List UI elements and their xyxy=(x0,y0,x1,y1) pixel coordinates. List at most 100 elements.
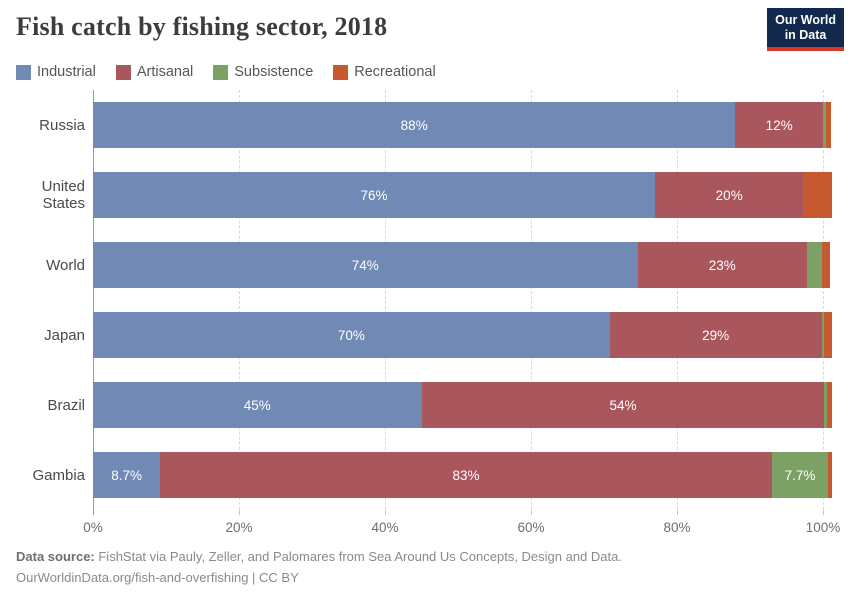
bar-rows: Russia 88% 12% United States 76% 20% World 74% 2… xyxy=(0,90,850,510)
bar-segment-industrial[interactable]: 8.7% xyxy=(93,452,161,498)
bar-row-gambia: Gambia 8.7% 83% 7.7% xyxy=(0,440,850,510)
bar-segment-recreational[interactable] xyxy=(803,172,832,218)
legend-label: Subsistence xyxy=(234,64,314,80)
bar-value-label: 45% xyxy=(243,397,271,413)
x-axis-label-80: 80% xyxy=(663,520,691,535)
bar-segment-artisanal[interactable]: 54% xyxy=(421,382,825,428)
bar-segment-subsistence[interactable]: 7.7% xyxy=(771,452,829,498)
bar-segment-recreational[interactable] xyxy=(825,102,831,148)
bar-value-label: 23% xyxy=(708,257,736,273)
gridlines: 0% 20% 40% 60% 80% 100% xyxy=(83,90,841,546)
bar-value-label: 8.7% xyxy=(111,467,142,483)
axis-tick-0 xyxy=(93,510,94,515)
footer: Data source: FishStat via Pauly, Zeller,… xyxy=(16,547,622,589)
bar-segment-recreational[interactable] xyxy=(824,312,832,358)
data-source-label: Data source: xyxy=(16,549,95,564)
license-text: | CC BY xyxy=(248,569,299,585)
bar-value-label: 29% xyxy=(702,327,730,343)
bar-segment-recreational[interactable] xyxy=(827,382,832,428)
bar-segment-industrial[interactable]: 76% xyxy=(93,172,656,218)
data-source-text: FishStat via Pauly, Zeller, and Palomare… xyxy=(94,549,622,564)
gridline-0 xyxy=(93,90,94,510)
axis-tick-40 xyxy=(385,510,386,515)
gridline-40 xyxy=(385,90,386,510)
footer-source-line: Data source: FishStat via Pauly, Zeller,… xyxy=(16,547,622,568)
legend-item-artisanal[interactable]: Artisanal xyxy=(115,64,194,80)
bar-row-russia: Russia 88% 12% xyxy=(0,90,850,160)
bar-value-label: 7.7% xyxy=(784,467,816,483)
axis-tick-100 xyxy=(823,510,824,515)
footer-license-line: OurWorldinData.org/fish-and-overfishing … xyxy=(16,568,622,589)
bar-track-russia: 88% 12% xyxy=(93,102,831,148)
bar-track-gambia: 8.7% 83% 7.7% xyxy=(93,452,833,498)
country-label-russia: Russia xyxy=(39,116,85,134)
legend-swatch-icon xyxy=(115,64,131,80)
bar-value-label: 20% xyxy=(715,187,743,203)
bar-value-label: 88% xyxy=(400,117,428,133)
bar-segment-subsistence[interactable] xyxy=(822,102,826,148)
bar-segment-artisanal[interactable]: 83% xyxy=(160,452,772,498)
bar-row-world: World 74% 23% xyxy=(0,230,850,300)
bar-track-world: 74% 23% xyxy=(93,242,831,288)
legend-swatch-icon xyxy=(16,64,31,80)
bar-value-label: 76% xyxy=(360,187,388,203)
axis-tick-80 xyxy=(677,510,678,515)
legend-swatch-icon xyxy=(333,64,349,80)
country-label-united-states: United States xyxy=(41,178,85,212)
bar-value-label: 83% xyxy=(452,467,480,483)
chart-area: 0% 20% 40% 60% 80% 100% Russia 88% 12% United St… xyxy=(0,90,850,546)
bar-track-japan: 70% 29% xyxy=(93,312,832,358)
legend-item-subsistence[interactable]: Subsistence xyxy=(213,64,313,80)
bar-segment-artisanal[interactable]: 12% xyxy=(735,102,823,148)
owid-logo-line1: Our World xyxy=(775,13,836,27)
bar-segment-subsistence[interactable] xyxy=(821,312,825,358)
legend-swatch-icon xyxy=(213,64,229,80)
bar-segment-subsistence[interactable] xyxy=(806,242,823,288)
legend-item-industrial[interactable]: Industrial xyxy=(16,64,96,80)
axis-tick-20 xyxy=(239,510,240,515)
country-label-brazil: Brazil xyxy=(47,396,85,414)
bar-row-brazil: Brazil 45% 54% xyxy=(0,370,850,440)
x-axis-label-0: 0% xyxy=(83,520,103,535)
bar-segment-industrial[interactable]: 74% xyxy=(93,242,638,288)
legend-label: Industrial xyxy=(37,64,96,80)
x-axis-label-20: 20% xyxy=(225,520,253,535)
country-label-japan: Japan xyxy=(44,326,85,344)
legend: Industrial Artisanal Subsistence Recreation… xyxy=(16,64,436,80)
bar-segment-industrial[interactable]: 70% xyxy=(93,312,610,358)
axis-tick-60 xyxy=(531,510,532,515)
bar-segment-artisanal[interactable]: 23% xyxy=(637,242,807,288)
bar-value-label: 70% xyxy=(337,327,365,343)
bar-value-label: 74% xyxy=(351,257,379,273)
x-axis-label-60: 60% xyxy=(517,520,545,535)
owid-logo-line2: in Data xyxy=(784,28,827,43)
bar-value-label: 12% xyxy=(765,117,793,133)
country-label-gambia: Gambia xyxy=(32,466,85,484)
bar-segment-recreational[interactable] xyxy=(822,242,831,288)
bar-value-label: 54% xyxy=(609,397,637,413)
legend-item-recreational[interactable]: Recreational xyxy=(333,64,436,80)
gridline-20 xyxy=(239,90,240,510)
bar-track-brazil: 45% 54% xyxy=(93,382,832,428)
legend-label: Artisanal xyxy=(136,64,194,80)
gridline-100 xyxy=(823,90,824,510)
bar-segment-recreational[interactable] xyxy=(828,452,833,498)
gridline-60 xyxy=(531,90,532,510)
legend-label: Recreational xyxy=(354,64,436,80)
country-label-world: World xyxy=(46,256,85,274)
bar-row-japan: Japan 70% 29% xyxy=(0,300,850,370)
bar-segment-artisanal[interactable]: 29% xyxy=(609,312,822,358)
x-axis-label-100: 100% xyxy=(805,520,841,535)
footer-link[interactable]: OurWorldinData.org/fish-and-overfishing xyxy=(16,569,249,585)
gridline-80 xyxy=(677,90,678,510)
bar-segment-industrial[interactable]: 45% xyxy=(93,382,422,428)
owid-logo[interactable]: Our World in Data xyxy=(767,8,844,51)
bar-segment-subsistence[interactable] xyxy=(824,382,828,428)
bar-segment-artisanal[interactable]: 20% xyxy=(655,172,804,218)
bar-row-united-states: United States 76% 20% xyxy=(0,160,850,230)
page-title: Fish catch by fishing sector, 2018 xyxy=(16,12,388,41)
x-axis-label-40: 40% xyxy=(371,520,399,535)
bar-track-united-states: 76% 20% xyxy=(93,172,832,218)
bar-segment-industrial[interactable]: 88% xyxy=(93,102,736,148)
